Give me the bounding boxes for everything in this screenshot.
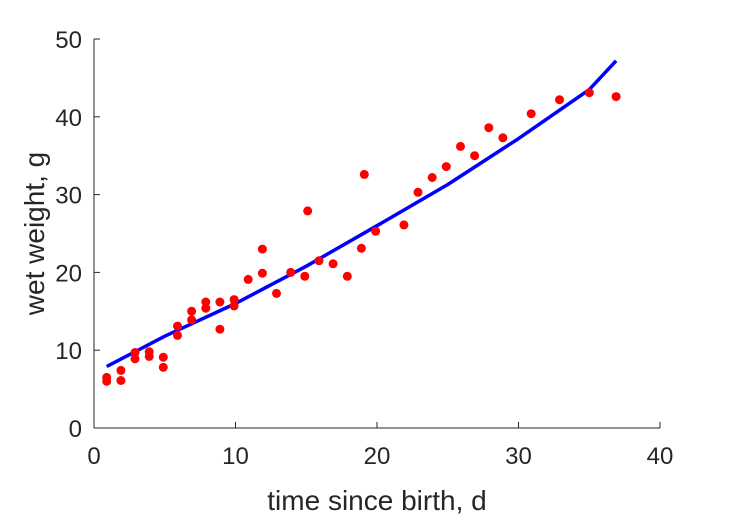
data-point — [470, 151, 480, 161]
data-point — [144, 347, 154, 357]
chart-axes: 0 10 20 30 40 0 10 20 30 40 50 — [55, 27, 673, 470]
data-point — [584, 88, 594, 98]
data-point — [526, 109, 536, 119]
data-point — [158, 362, 168, 372]
data-point — [158, 352, 168, 362]
data-point — [300, 271, 310, 281]
data-point — [498, 133, 508, 143]
x-tick-label: 20 — [364, 443, 391, 470]
data-point — [187, 306, 197, 316]
data-point — [328, 259, 338, 269]
data-points — [102, 88, 621, 386]
data-point — [611, 92, 621, 102]
data-point — [427, 173, 437, 182]
data-point — [413, 187, 423, 197]
data-point — [286, 267, 296, 277]
y-tick-label: 0 — [69, 416, 82, 443]
x-tick-label: 10 — [222, 443, 249, 470]
data-point — [116, 376, 126, 385]
data-point — [243, 274, 253, 284]
x-axis-label: time since birth, d — [267, 485, 486, 516]
fit-curve — [105, 59, 618, 369]
data-point — [257, 244, 267, 254]
data-point — [555, 95, 564, 105]
y-tick-label: 20 — [55, 260, 82, 287]
x-tick-label: 30 — [505, 443, 532, 470]
data-point — [342, 271, 352, 281]
y-tick-label: 40 — [55, 105, 82, 132]
y-tick-label: 10 — [55, 338, 82, 365]
data-point — [272, 288, 281, 298]
data-point — [102, 372, 112, 382]
data-point — [187, 315, 197, 325]
data-point — [130, 354, 140, 364]
data-point — [257, 268, 267, 278]
data-point — [441, 162, 451, 172]
data-point — [201, 297, 211, 307]
y-tick-label: 30 — [55, 183, 82, 210]
data-point — [173, 321, 182, 331]
data-point — [456, 141, 465, 151]
data-point — [399, 220, 409, 230]
data-point — [356, 243, 366, 253]
data-point — [130, 348, 140, 357]
y-tick-label: 50 — [55, 27, 82, 54]
data-point — [303, 206, 313, 216]
data-point — [215, 324, 225, 334]
x-tick-label: 0 — [87, 443, 100, 470]
data-point — [359, 169, 369, 179]
data-point — [116, 365, 126, 375]
data-point — [314, 256, 324, 266]
data-point — [215, 297, 225, 307]
data-point — [484, 123, 494, 133]
y-axis-label: wet weight, g — [19, 152, 50, 316]
data-point — [201, 303, 211, 313]
data-point — [371, 226, 381, 236]
data-point — [173, 330, 182, 340]
data-point — [229, 301, 239, 311]
data-point — [229, 295, 239, 305]
x-tick-label: 40 — [647, 443, 674, 470]
